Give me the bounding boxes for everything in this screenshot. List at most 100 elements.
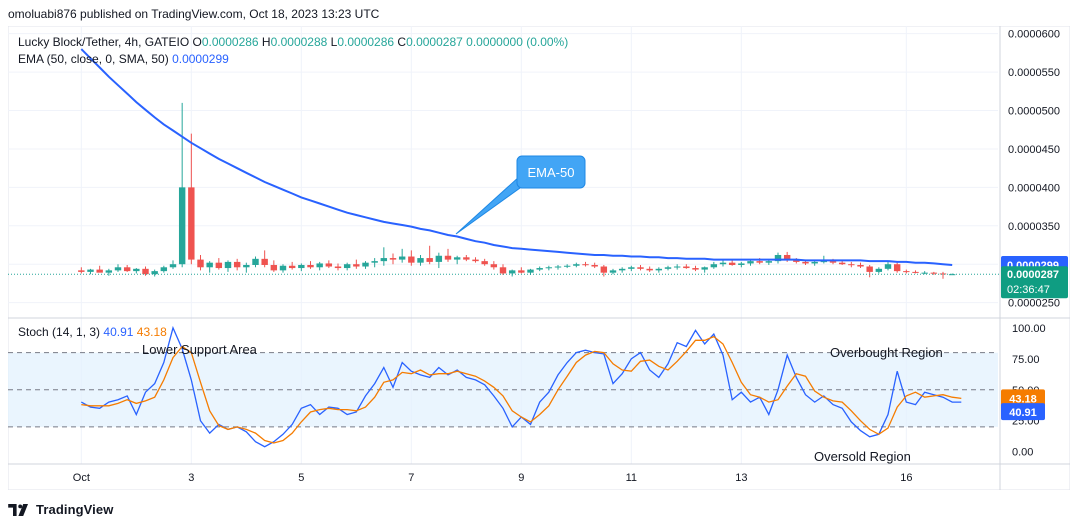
candle — [508, 269, 516, 277]
chart-canvas[interactable]: 0.00002500.00003000.00003500.00004000.00… — [7, 25, 1071, 491]
candle — [573, 262, 580, 268]
ema-callout-box — [516, 155, 586, 189]
candle — [600, 264, 608, 277]
candle-body — [765, 261, 773, 263]
chart-frame: 0.00002500.00003000.00003500.00004000.00… — [7, 25, 1071, 491]
price-tick-label: 0.0000350 — [1008, 221, 1060, 233]
candle-body — [848, 264, 855, 266]
candle — [747, 259, 754, 266]
candle-body — [178, 187, 186, 265]
candle — [857, 262, 864, 269]
candle — [921, 271, 928, 275]
candle — [389, 253, 397, 265]
candle — [114, 264, 122, 272]
candle-body — [600, 266, 608, 273]
stoch-d-tag — [1001, 389, 1045, 407]
candle-body — [188, 187, 195, 260]
candle-body — [811, 261, 818, 264]
time-tick-label: 7 — [408, 472, 414, 484]
candle-body — [829, 261, 837, 263]
candle — [78, 267, 85, 274]
candle — [435, 252, 443, 269]
candle — [481, 258, 488, 266]
candle-body — [930, 272, 938, 274]
price-tick-label: 0.0000400 — [1008, 182, 1060, 194]
candle-body — [123, 267, 131, 272]
candle-body — [298, 264, 305, 269]
candle-body — [701, 267, 708, 270]
candle — [343, 262, 351, 271]
candle — [142, 266, 149, 276]
stoch-tick-label: 75.00 — [1012, 354, 1040, 366]
candle-body — [793, 260, 800, 262]
candle — [224, 260, 232, 272]
candle-body — [426, 258, 433, 262]
countdown-text: 02:36:47 — [1007, 284, 1050, 296]
candle — [490, 261, 498, 270]
candle-body — [609, 270, 617, 273]
candle — [563, 264, 571, 269]
candle — [912, 270, 919, 274]
candle-body — [343, 264, 351, 269]
candle — [197, 254, 204, 271]
stoch-tick-label: 100.00 — [1012, 323, 1046, 335]
candle — [939, 271, 947, 279]
time-tick-label: 16 — [900, 472, 912, 484]
candle-body — [215, 262, 223, 269]
stoch-k-tag — [1001, 403, 1045, 421]
candle-body — [151, 271, 158, 275]
candle-body — [948, 274, 956, 276]
candle-body — [224, 261, 232, 269]
candle — [279, 264, 287, 273]
price-tick-label: 0.0000550 — [1008, 67, 1060, 79]
tradingview-logo-icon — [8, 503, 28, 516]
candle — [307, 261, 314, 269]
candle-body — [738, 263, 745, 265]
candle — [408, 250, 415, 266]
candle — [655, 267, 663, 273]
candle — [518, 267, 525, 274]
candle — [728, 259, 736, 266]
candle-body — [857, 264, 864, 267]
candle — [270, 260, 278, 272]
stoch-layer — [80, 325, 962, 448]
candle-body — [481, 261, 488, 265]
candle-body — [573, 264, 580, 266]
price-tick-label: 0.0000450 — [1008, 144, 1060, 156]
candle-body — [78, 270, 85, 272]
candle-body — [270, 264, 278, 271]
last-price-tag — [1001, 266, 1068, 299]
candle — [609, 268, 617, 275]
candle — [472, 257, 479, 263]
candle-body — [728, 262, 736, 265]
candle — [151, 269, 158, 277]
candle — [848, 261, 855, 268]
candle-body — [160, 267, 168, 272]
candle — [453, 255, 461, 265]
candle-body — [921, 272, 928, 274]
price-tick-label: 0.0000250 — [1008, 298, 1060, 310]
candle — [288, 261, 296, 270]
stoch-d-line — [81, 335, 962, 444]
candle-body — [197, 259, 204, 268]
candle-body — [463, 257, 470, 260]
candle — [233, 258, 241, 271]
annotations-layer: EMA-50 Lower Support Area Overbought Regio… — [142, 155, 943, 464]
candle — [591, 262, 598, 269]
ema-50-line — [80, 48, 953, 266]
ema-layer — [8, 48, 1000, 275]
footer[interactable]: TradingView — [8, 502, 113, 517]
candle-body — [389, 258, 397, 260]
candle — [637, 264, 644, 271]
candle-body — [838, 262, 846, 265]
ema-callout-text: EMA-50 — [528, 165, 575, 180]
candle-body — [307, 264, 314, 268]
candle-body — [490, 264, 498, 268]
candle-body — [774, 254, 782, 262]
stoch-band-layer — [8, 352, 998, 428]
candle-body — [591, 264, 598, 267]
candle — [252, 256, 259, 268]
price-tick-label: 0.0000500 — [1008, 106, 1060, 118]
candle — [444, 248, 452, 262]
